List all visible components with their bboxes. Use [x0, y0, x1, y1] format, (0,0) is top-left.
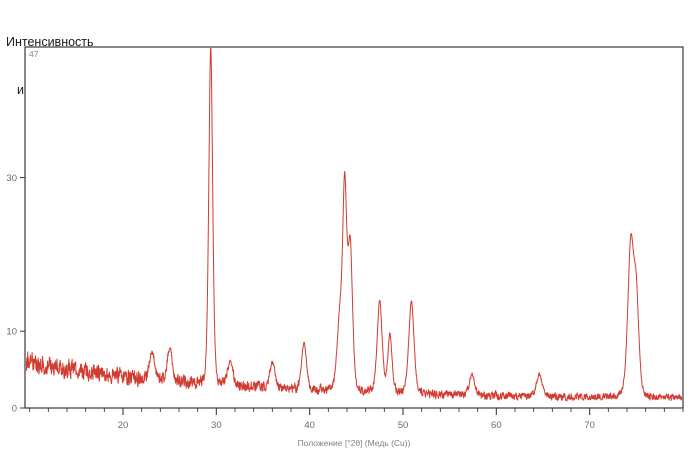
x-axis-ticks: 20 30 40 50 60 70: [29, 408, 684, 431]
y-tick-label: 0: [12, 404, 17, 415]
x-tick-label: 60: [491, 420, 502, 431]
data-trace-group: [26, 48, 682, 402]
y-tick-label: 30: [6, 173, 17, 184]
x-tick-label: 30: [211, 420, 222, 431]
x-tick-label: 50: [398, 420, 409, 431]
y-axis-max-label: 47: [29, 49, 39, 59]
y-axis-title-line-1: Интенсивность: [6, 35, 94, 49]
x-tick-label: 70: [584, 420, 595, 431]
x-tick-label: 20: [118, 420, 129, 431]
y-axis-ticks: 0 10 30: [6, 173, 25, 415]
y-tick-label: 10: [6, 327, 17, 338]
x-tick-label: 40: [304, 420, 315, 431]
x-axis-title: Положение [°2θ] (Медь (Cu)): [298, 438, 411, 448]
diffraction-trace: [26, 48, 682, 402]
